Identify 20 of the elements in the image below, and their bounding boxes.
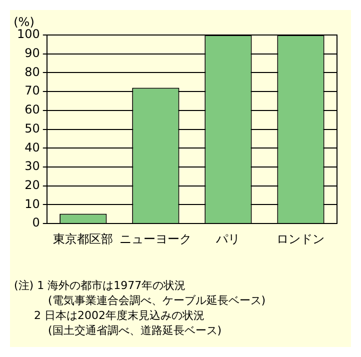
y-axis-title: (%) bbox=[14, 15, 34, 30]
x-tick-label: ニューヨーク bbox=[120, 232, 192, 246]
y-tick-label: 40 bbox=[24, 140, 40, 154]
x-tick-label: パリ bbox=[215, 232, 240, 246]
y-tick-label: 90 bbox=[24, 46, 40, 60]
y-tick-label: 60 bbox=[24, 102, 40, 117]
y-tick-label: 30 bbox=[24, 159, 40, 174]
text: 2 日本は2002年度末見込みの状況 bbox=[33, 308, 206, 323]
y-tick-label: 10 bbox=[24, 196, 40, 211]
text: (国土交通省調べ、道路延長ベース) bbox=[47, 323, 223, 338]
text: (電気事業連合会調べ、ケーブル延長ベース) bbox=[47, 293, 266, 308]
y-tick-label: 70 bbox=[24, 84, 40, 98]
x-tick-label: ロンドン bbox=[276, 232, 325, 246]
y-tick-label: 80 bbox=[24, 64, 40, 79]
y-tick-label: 100 bbox=[17, 27, 40, 42]
y-tick-label: 20 bbox=[24, 178, 40, 192]
text: (注) 1 海外の都市は1977年の状況 bbox=[14, 278, 187, 293]
y-tick-label: 50 bbox=[24, 121, 40, 136]
x-tick-label: 東京都区部 bbox=[53, 232, 114, 246]
y-tick-label: 0 bbox=[32, 216, 40, 230]
